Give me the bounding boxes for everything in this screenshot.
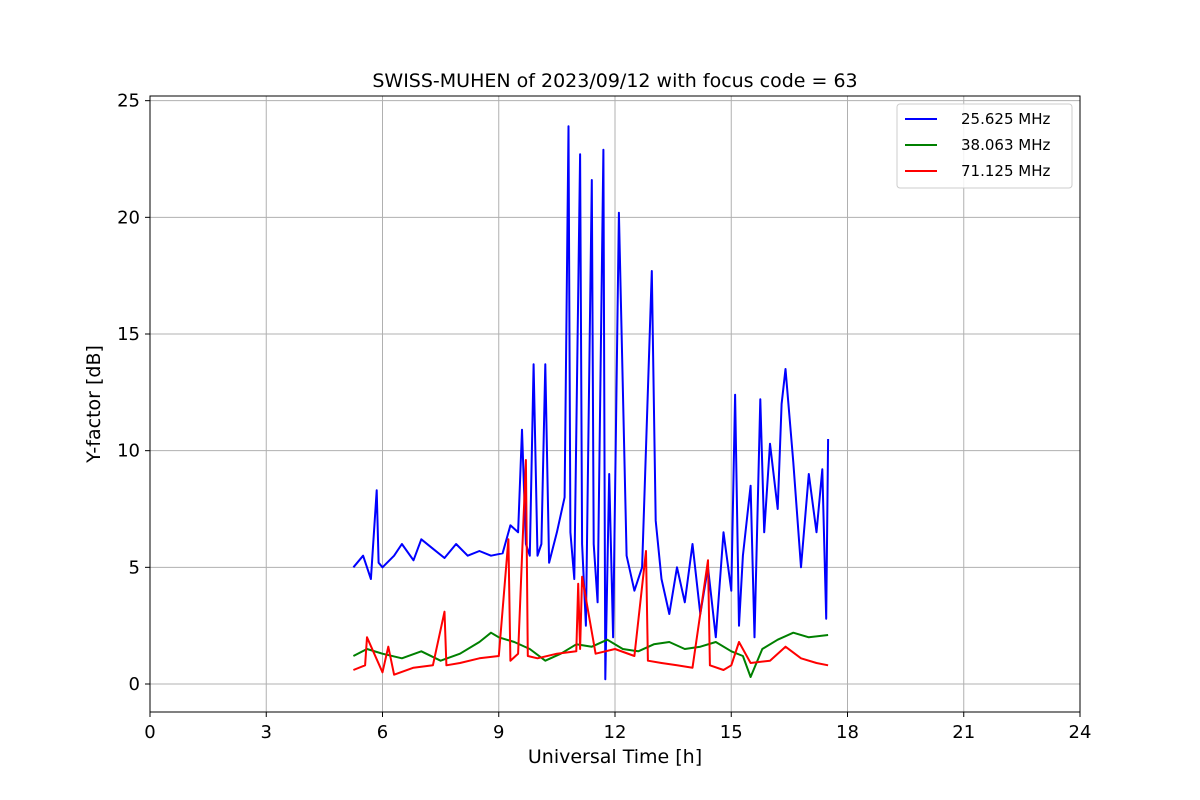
- x-tick-label: 9: [493, 722, 504, 743]
- x-tick-label: 12: [604, 722, 627, 743]
- series-layer: [352, 125, 830, 681]
- y-tick-label: 5: [129, 557, 140, 578]
- y-tick-label: 10: [117, 441, 140, 462]
- y-tick-label: 0: [129, 674, 140, 695]
- y-axis-label: Y-factor [dB]: [83, 345, 105, 464]
- x-tick-label: 6: [377, 722, 388, 743]
- legend: 25.625 MHz 38.063 MHz 71.125 MHz: [896, 103, 1073, 189]
- y-tick-label: 25: [117, 91, 140, 112]
- x-tick-label: 24: [1069, 722, 1092, 743]
- x-tick-label: 3: [261, 722, 272, 743]
- series-line-2: [352, 631, 829, 678]
- y-tick-label: 20: [117, 207, 140, 228]
- y-tick-label: 15: [117, 324, 140, 345]
- legend-entry: 25.625 MHz: [961, 110, 1050, 128]
- x-tick-label: 18: [836, 722, 859, 743]
- axis-ticks: 0 3 6 9 12 15 18 21 24 0 5 10 15 20 25: [117, 91, 1091, 743]
- legend-box: [896, 103, 1073, 189]
- legend-entry: 38.063 MHz: [961, 136, 1050, 154]
- x-axis-label: Universal Time [h]: [528, 746, 702, 768]
- legend-entry: 71.125 MHz: [961, 162, 1050, 180]
- series-line-3: [353, 459, 829, 676]
- series-line-1: [352, 125, 830, 681]
- chart-title: SWISS-MUHEN of 2023/09/12 with focus cod…: [372, 70, 857, 92]
- x-tick-label: 21: [952, 722, 975, 743]
- x-tick-label: 15: [720, 722, 743, 743]
- x-tick-label: 0: [144, 722, 155, 743]
